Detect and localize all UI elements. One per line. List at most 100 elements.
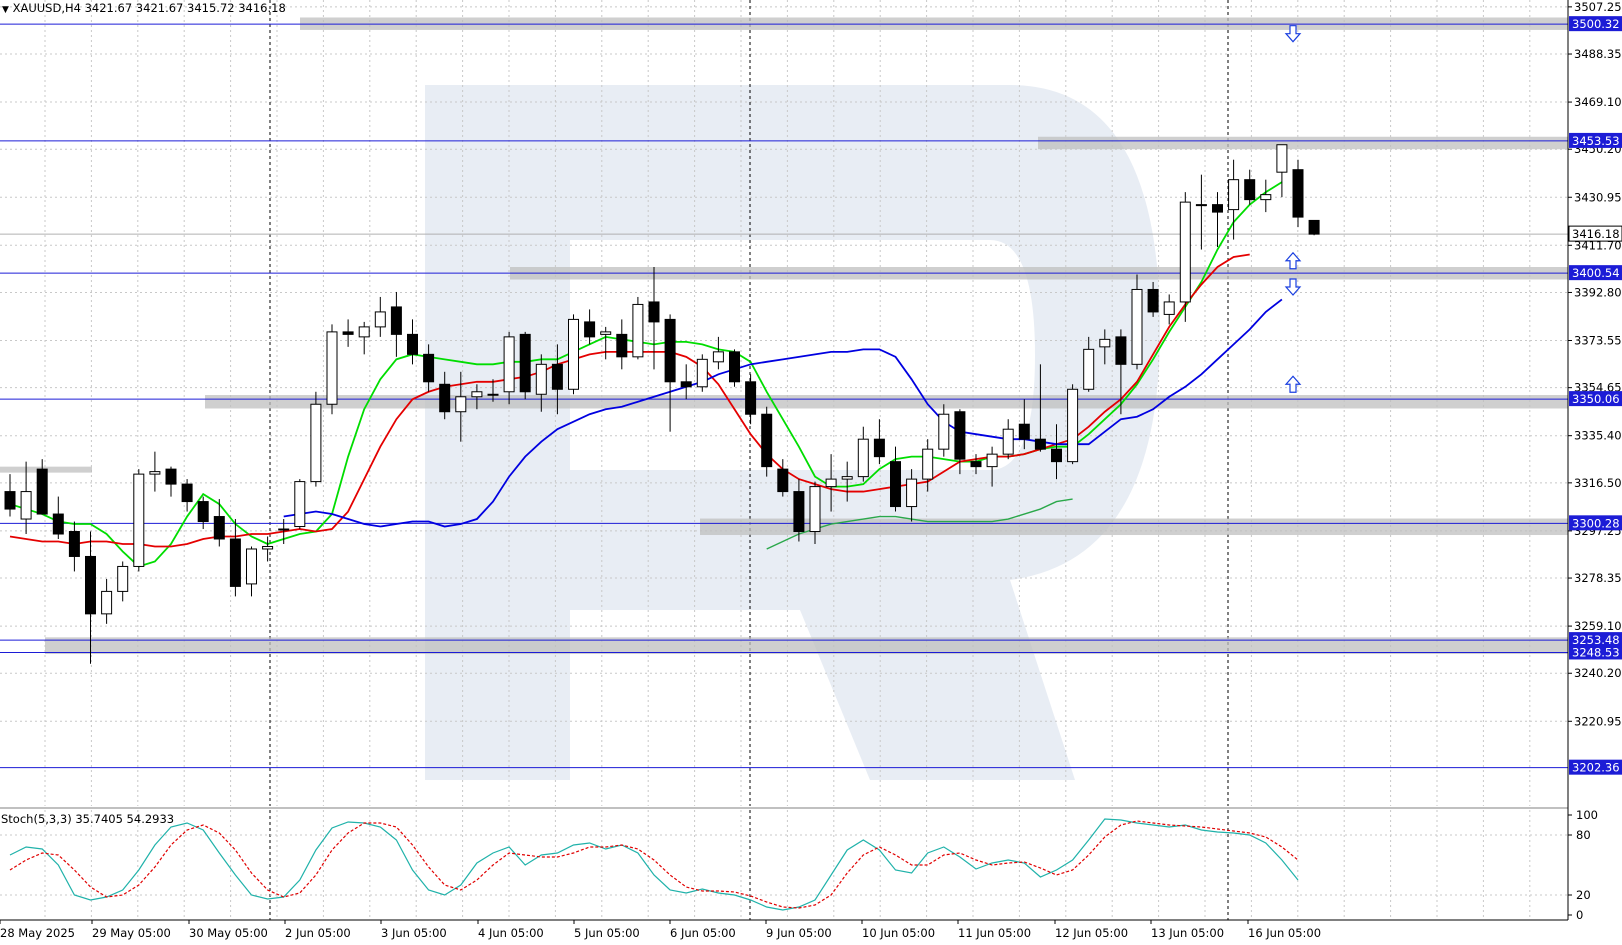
candle-body <box>696 358 708 388</box>
candle-body <box>551 363 563 390</box>
candle-body <box>197 501 209 523</box>
support-resistance-zone <box>700 518 1568 536</box>
candle <box>761 406 773 477</box>
level-label: 3253.48 <box>1572 633 1620 647</box>
candle-body <box>423 353 435 383</box>
candle-body <box>1244 179 1256 201</box>
level-label-box <box>1569 644 1622 660</box>
candle-body <box>455 396 467 413</box>
level-label-box <box>1569 16 1622 32</box>
time-tick-label: 30 May 05:00 <box>189 926 268 940</box>
time-tick-label: 13 Jun 05:00 <box>1151 926 1224 940</box>
candle <box>1212 192 1223 248</box>
candle <box>165 466 177 497</box>
candle <box>1083 336 1095 392</box>
candle <box>358 321 370 355</box>
candle <box>729 349 740 387</box>
candle <box>36 459 48 515</box>
level-label: 3350.06 <box>1572 392 1620 406</box>
time-tick-label: 6 Jun 05:00 <box>670 926 736 940</box>
candle-body <box>857 438 869 478</box>
header-triangle-icon: ▼ <box>2 5 9 15</box>
arrow-shape <box>1284 251 1302 270</box>
price-tick-label: 3488.35 <box>1574 47 1622 61</box>
arrow-down-icon <box>1284 25 1302 43</box>
candle <box>841 461 853 502</box>
candle-body <box>229 538 241 587</box>
candle <box>407 319 418 365</box>
candle-body <box>1260 194 1272 201</box>
arrow-up-icon <box>1284 251 1302 270</box>
candle <box>310 391 322 487</box>
candle <box>1002 419 1014 460</box>
candle <box>825 454 837 512</box>
candle-body <box>712 351 724 363</box>
price-tick-label: 3316.50 <box>1574 476 1622 490</box>
candle <box>213 499 225 547</box>
quote-values: 3421.67 3421.67 3415.72 3416.18 <box>84 1 286 15</box>
level-label: 3500.32 <box>1572 17 1620 31</box>
stoch-signal-line <box>9 820 1299 909</box>
candle-body <box>149 471 161 475</box>
time-tick-label: 9 Jun 05:00 <box>766 926 832 940</box>
candle <box>294 479 306 530</box>
candle <box>423 344 435 392</box>
candle-body <box>4 491 16 510</box>
candle-body <box>1276 144 1288 173</box>
candle <box>1163 294 1175 325</box>
time-tick-label: 28 May 2025 <box>0 926 75 940</box>
price-axis: 3507.253488.353469.103450.203430.953411.… <box>1568 0 1622 922</box>
candle <box>1147 281 1159 317</box>
candle-body <box>632 303 644 358</box>
candle-body <box>1212 204 1223 213</box>
arrow-down-icon <box>1284 278 1302 296</box>
candle-body <box>390 306 402 335</box>
candle <box>696 354 708 392</box>
current-price-label: 3416.18 <box>1572 227 1620 241</box>
candle-body <box>246 548 257 585</box>
candle <box>439 371 451 420</box>
candle-body <box>986 453 998 468</box>
candle-body <box>777 468 789 493</box>
level-label: 3202.36 <box>1572 761 1620 775</box>
candle <box>632 296 644 360</box>
candle <box>745 374 757 425</box>
candle-body <box>262 545 274 550</box>
candle <box>1228 159 1240 240</box>
candles <box>4 144 1320 664</box>
candle-body <box>568 318 579 390</box>
candle-body <box>213 516 225 540</box>
price-tick-label: 3278.35 <box>1574 571 1622 585</box>
stoch-tick-label: 100 <box>1576 808 1598 822</box>
candle <box>568 314 579 395</box>
candle <box>181 479 193 512</box>
candle <box>4 474 16 517</box>
candle <box>519 331 531 400</box>
candle <box>1067 384 1079 465</box>
candle <box>777 459 789 497</box>
candle-body <box>342 331 354 335</box>
time-tick-label: 16 Jun 05:00 <box>1248 926 1321 940</box>
candle <box>600 326 612 360</box>
candle-body <box>1051 448 1062 463</box>
time-tick-label: 12 Jun 05:00 <box>1055 926 1128 940</box>
candle <box>793 479 805 542</box>
candle <box>922 439 934 492</box>
time-tick-label: 2 Jun 05:00 <box>285 926 351 940</box>
candle <box>1051 424 1062 480</box>
time-tick-label: 11 Jun 05:00 <box>958 926 1031 940</box>
level-label: 3400.54 <box>1572 266 1620 280</box>
price-tick-label: 3411.70 <box>1574 238 1622 252</box>
candle-body <box>117 565 129 592</box>
candle <box>278 519 290 544</box>
candle <box>262 536 274 562</box>
candle <box>1115 329 1127 415</box>
stochastic-header: Stoch(5,3,3) 35.7405 54.2933 <box>1 812 174 826</box>
candle <box>197 496 209 530</box>
candle-body <box>519 333 531 393</box>
candle-body <box>326 331 338 405</box>
candle-body <box>165 468 177 485</box>
candle <box>1099 329 1111 365</box>
